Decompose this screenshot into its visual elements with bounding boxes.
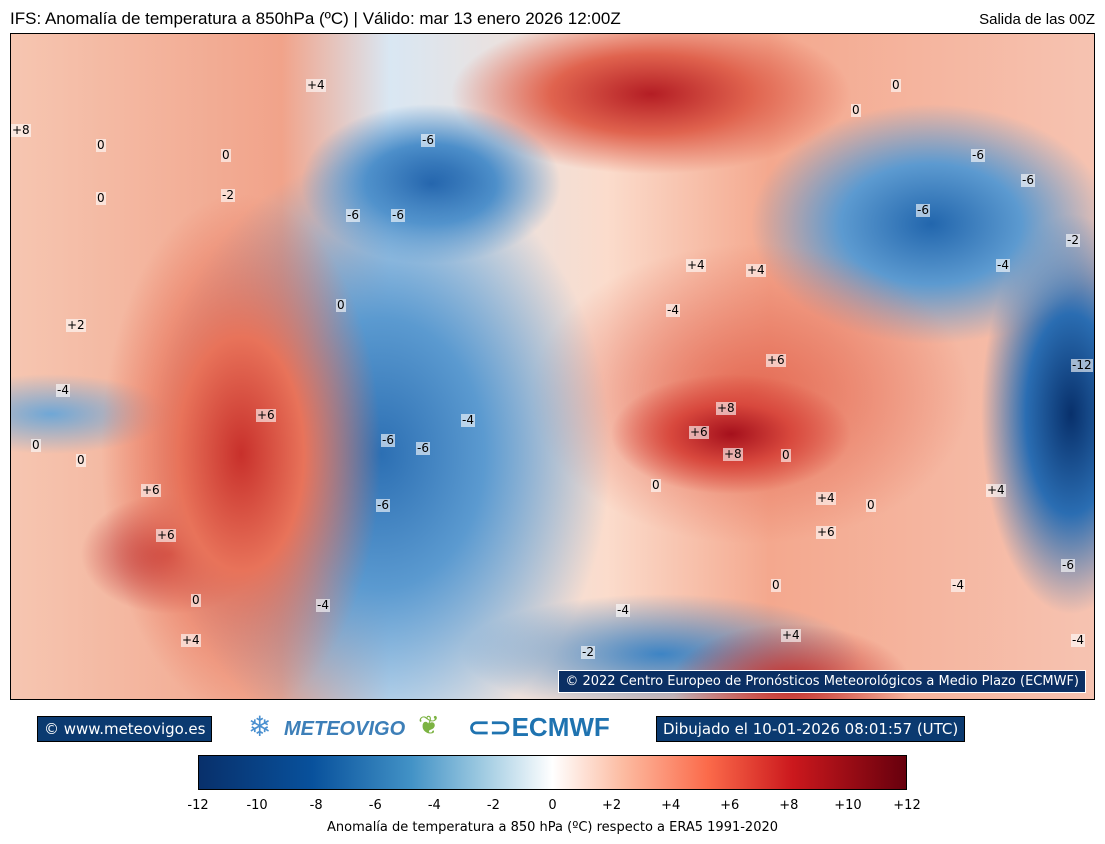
contour-label: -4 [461,413,475,427]
contour-label: -4 [56,383,70,397]
contour-label: +8 [11,123,31,137]
colorbar-tick: -12 [187,798,209,813]
contour-label: 0 [96,191,106,205]
contour-label: -2 [221,188,235,202]
contour-label: +2 [66,318,86,332]
colorbar [198,755,907,790]
snowflake-icon: ❄ [248,710,272,743]
contour-label: +6 [816,525,836,539]
colorbar-tick: -6 [368,798,382,813]
run-label: Salida de las 00Z [979,11,1095,28]
contour-label: -4 [996,258,1010,272]
contour-label: +6 [156,528,176,542]
colorbar-tick: -8 [309,798,323,813]
contour-label: 0 [866,498,876,512]
leaf-icon: ❦ [418,711,440,741]
contour-label: +6 [256,408,276,422]
map-title: IFS: Anomalía de temperatura a 850hPa (º… [10,9,621,28]
ecmwf-logo: ⊂⊃ECMWF [468,712,610,742]
contour-label: +4 [816,491,836,505]
contour-label: -6 [381,433,395,447]
contour-label: 0 [651,478,661,492]
colorbar-tick: 0 [548,798,557,813]
ecmwf-copyright: © 2022 Centro Europeo de Pronósticos Met… [558,670,1086,693]
contour-label: +4 [986,483,1006,497]
contour-label: 0 [191,593,201,607]
contour-label: -6 [346,208,360,222]
contour-label: +6 [141,483,161,497]
contour-label: 0 [891,78,901,92]
contour-label: -6 [376,498,390,512]
contour-label: -6 [916,203,930,217]
colorbar-tick: +4 [661,798,681,813]
colorbar-tick: -2 [486,798,500,813]
colorbar-tick: +6 [720,798,740,813]
contour-label: 0 [31,438,41,452]
ecmwf-logo-text: ECMWF [511,712,610,742]
contour-label: -2 [581,645,595,659]
contour-label: +4 [686,258,706,272]
contour-label: +4 [181,633,201,647]
contour-label: +4 [781,628,801,642]
contour-label: -6 [971,148,985,162]
contour-label: -4 [1071,633,1085,647]
meteovigo-logo: METEOVIGO [284,718,406,740]
contour-label: -4 [951,578,965,592]
colorbar-tick: +2 [601,798,622,813]
contour-label: +8 [723,447,743,461]
contour-label: 0 [336,298,346,312]
contour-label: 0 [76,453,86,467]
colorbar-tick: +12 [893,798,921,813]
contour-label: +6 [766,353,786,367]
contour-label: -4 [666,303,680,317]
contour-label: +4 [746,263,766,277]
contour-label: -6 [421,133,435,147]
contour-label: -4 [316,598,330,612]
colorbar-label: Anomalía de temperatura a 850 hPa (ºC) r… [326,820,779,835]
contour-label: -2 [1066,233,1080,247]
contour-label: 0 [781,448,791,462]
contour-label: +6 [689,425,709,439]
colorbar-tick: -4 [427,798,441,813]
colorbar-tick: +8 [779,798,799,813]
contour-label: 0 [221,148,231,162]
contour-label: -6 [1021,173,1035,187]
contour-label: 0 [771,578,781,592]
contour-label: -12 [1071,358,1093,372]
drawn-timestamp: Dibujado el 10-01-2026 08:01:57 (UTC) [656,716,966,742]
temperature-anomaly-map: © 2022 Centro Europeo de Pronósticos Met… [10,33,1095,700]
colorbar-tick: -10 [246,798,268,813]
colorbar-tick: +10 [834,798,862,813]
contour-label: -6 [391,208,405,222]
contour-label: +8 [716,401,736,415]
contour-label: 0 [96,138,106,152]
meteovigo-site-link[interactable]: © www.meteovigo.es [37,716,213,742]
contour-label: +4 [306,78,326,92]
contour-label: -4 [616,603,630,617]
contour-label: 0 [851,103,861,117]
contour-label: -6 [1061,558,1075,572]
contour-label: -6 [416,441,430,455]
